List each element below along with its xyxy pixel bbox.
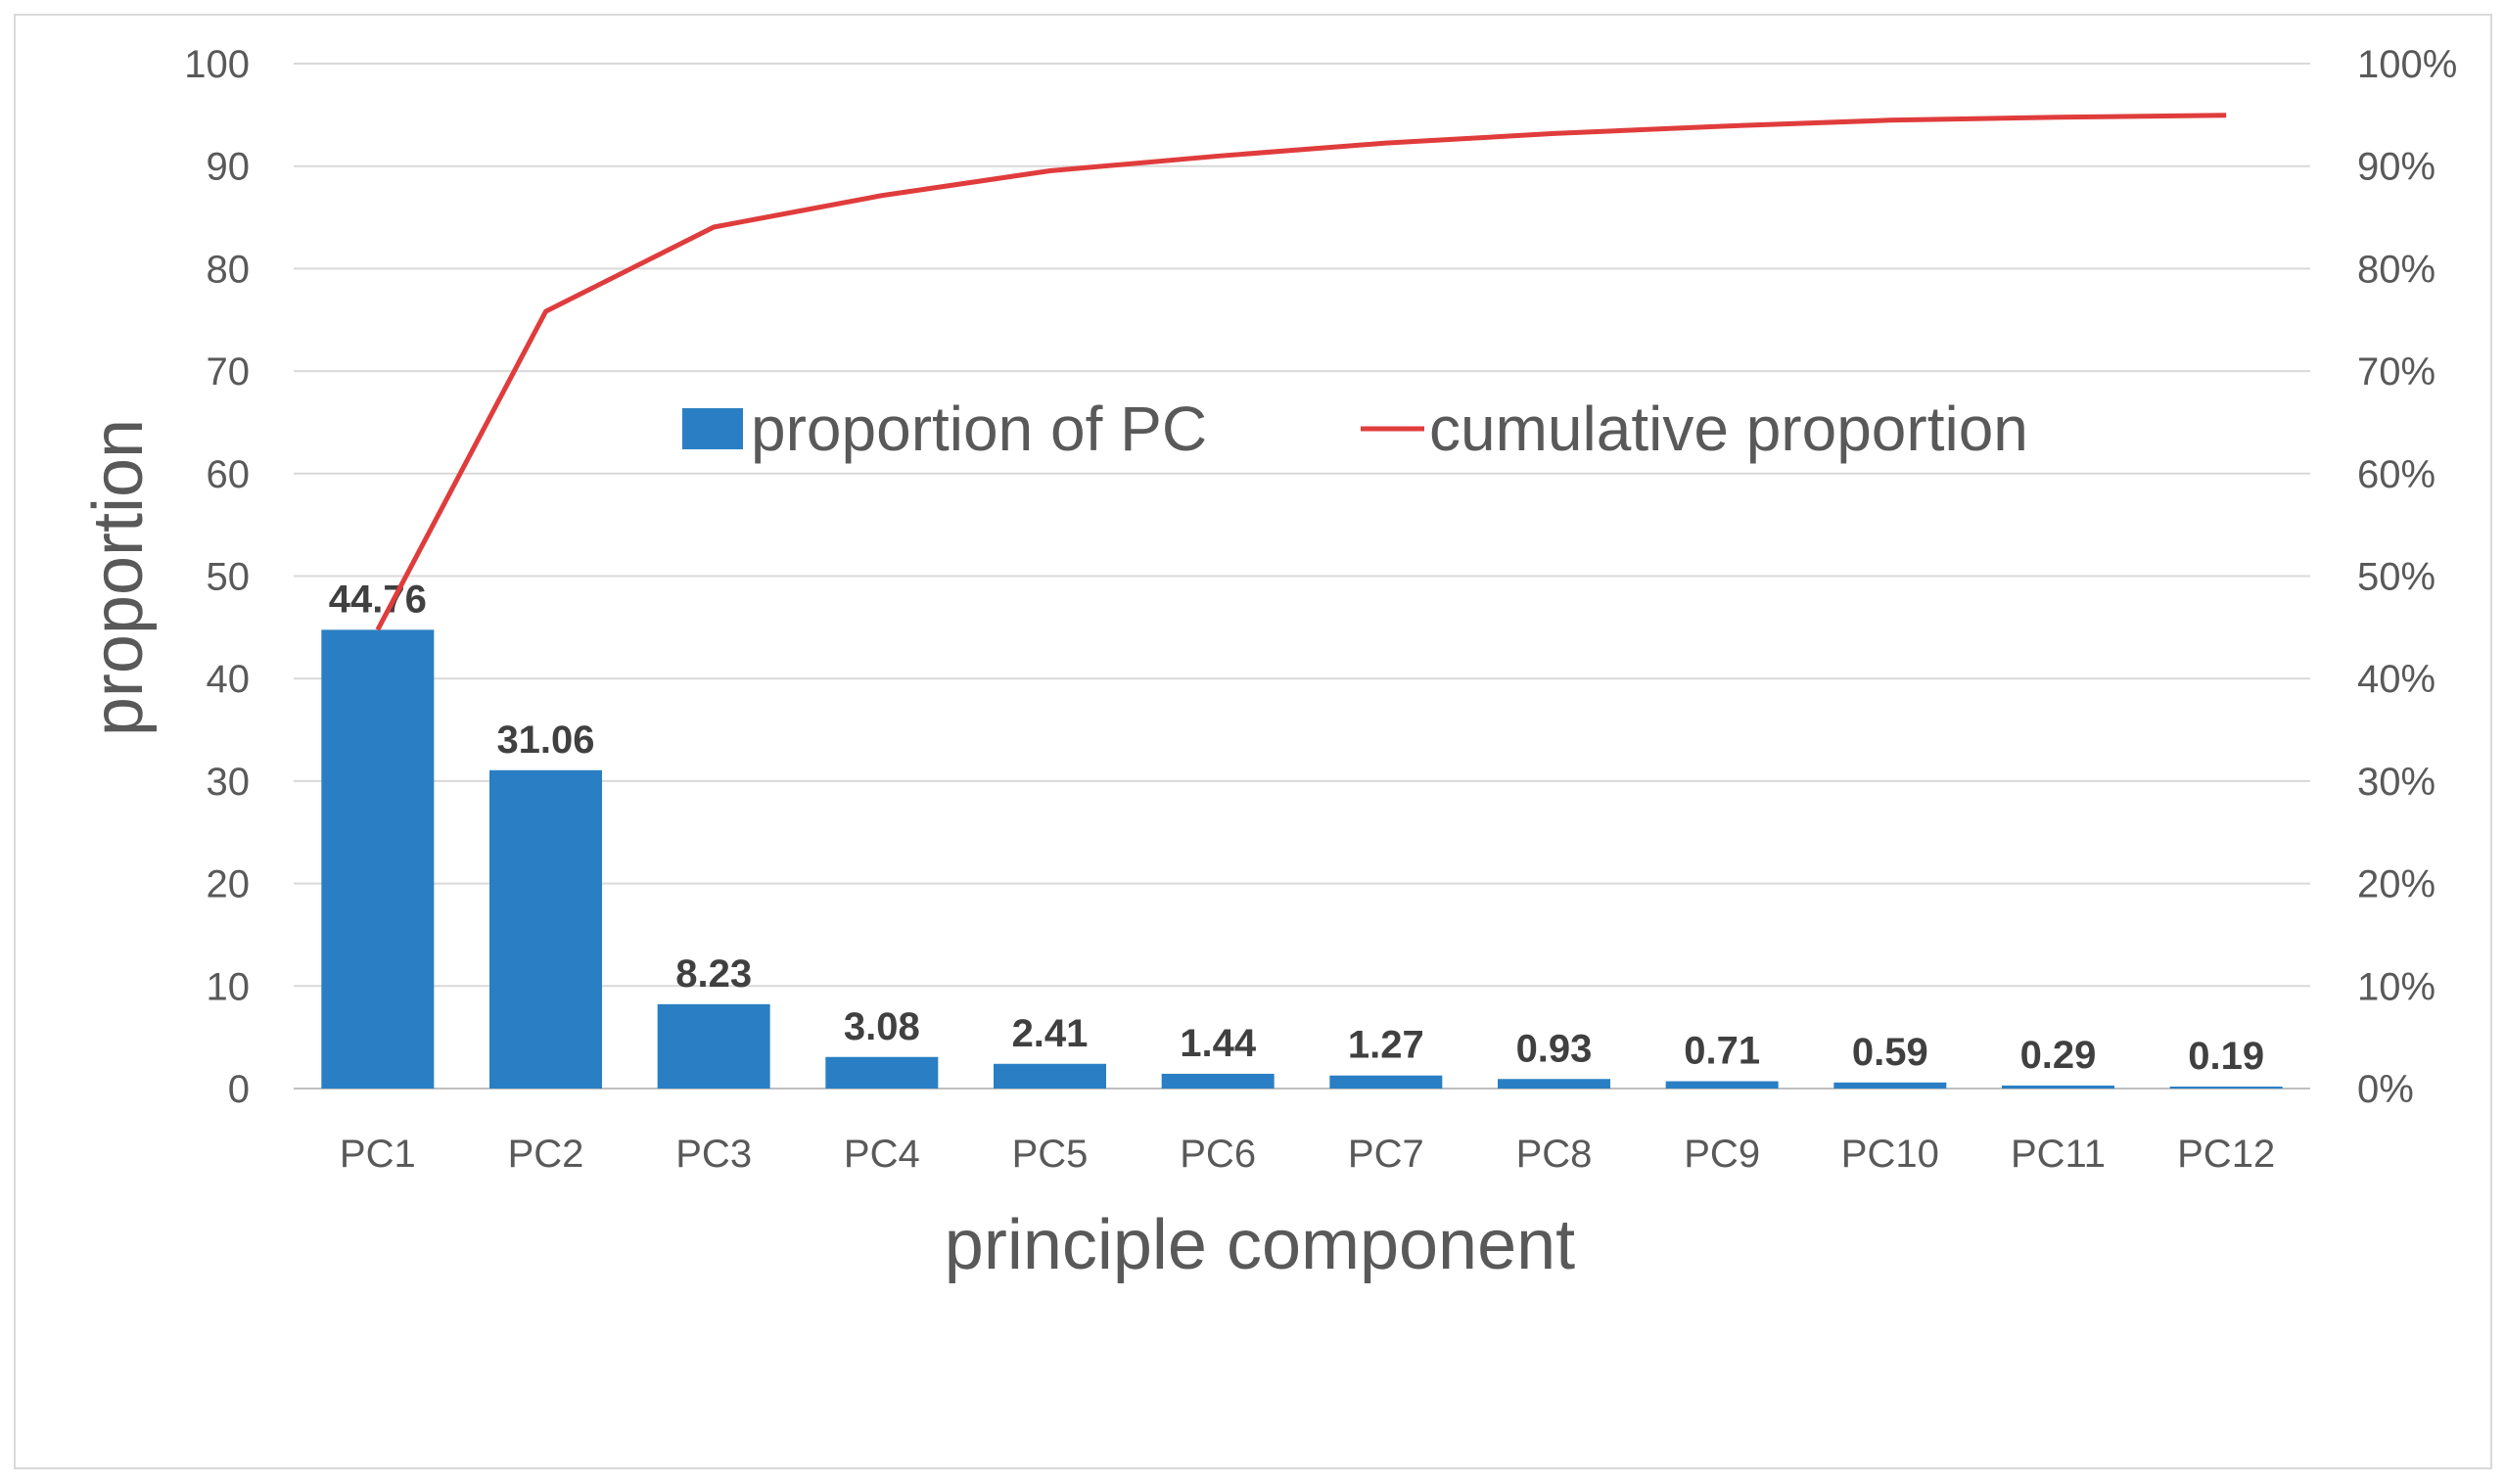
y2-tick-label: 80%	[2357, 248, 2435, 291]
bar	[489, 769, 602, 1089]
bar	[657, 1003, 770, 1089]
x-tick-label: PC4	[844, 1133, 920, 1176]
bar-data-label: 2.41	[1012, 1012, 1089, 1055]
bar-data-labels: 44.76 31.06 8.23 3.08 2.41 1.44 1.27 0.93 0.71 0.…	[329, 578, 2264, 1078]
y-tick-label: 50	[207, 556, 251, 599]
bar-data-label: 0.93	[1516, 1027, 1593, 1070]
bar-data-label: 0.29	[2020, 1034, 2097, 1077]
y-tick-label: 20	[207, 863, 251, 906]
x-tick-label: PC1	[340, 1133, 416, 1176]
left-axis-ticks: 0 10 20 30 40 50 60 70 80 90 100	[184, 43, 250, 1111]
bar	[2169, 1087, 2283, 1089]
bar	[1665, 1081, 1779, 1089]
x-tick-label: PC11	[2011, 1133, 2106, 1176]
y-tick-label: 70	[207, 350, 251, 394]
y2-tick-label: 30%	[2357, 761, 2435, 804]
x-tick-label: PC9	[1684, 1133, 1760, 1176]
y2-tick-label: 90%	[2357, 146, 2435, 189]
bar-data-label: 44.76	[329, 578, 427, 621]
y2-tick-label: 50%	[2357, 556, 2435, 599]
bar	[1498, 1079, 1610, 1089]
legend-swatch-bar	[682, 408, 743, 449]
y-tick-label: 10	[207, 965, 251, 1008]
bar	[321, 629, 435, 1089]
y-tick-label: 90	[207, 146, 251, 189]
bar-data-label: 3.08	[844, 1005, 920, 1048]
bar	[994, 1063, 1106, 1089]
x-tick-label: PC6	[1180, 1133, 1256, 1176]
bar-data-label: 31.06	[496, 719, 594, 762]
bar-series	[321, 629, 2283, 1089]
bar	[1833, 1082, 1947, 1089]
y2-tick-label: 70%	[2357, 350, 2435, 394]
x-tick-label: PC10	[1841, 1133, 1939, 1176]
x-axis-title: principle component	[945, 1206, 1575, 1284]
y2-tick-label: 10%	[2357, 965, 2435, 1008]
y-tick-label: 100	[184, 43, 250, 86]
x-tick-label: PC8	[1516, 1133, 1593, 1176]
bar-data-label: 1.44	[1180, 1022, 1257, 1065]
legend-label-line: cumulative proportion	[1429, 394, 2028, 464]
y-tick-label: 0	[228, 1068, 250, 1111]
right-axis-ticks: 0% 10% 20% 30% 40% 50% 60% 70% 80% 90% 100%	[2357, 43, 2457, 1111]
y2-tick-label: 0%	[2357, 1068, 2414, 1111]
y-axis-title: proportion	[79, 419, 158, 736]
bar-data-label: 0.59	[1852, 1031, 1928, 1074]
category-labels: PC1 PC2 PC3 PC4 PC5 PC6 PC7 PC8 PC9 PC10 PC11 PC12	[340, 1133, 2275, 1176]
bar	[825, 1056, 939, 1089]
x-tick-label: PC12	[2177, 1133, 2275, 1176]
y-tick-label: 30	[207, 761, 251, 804]
cumulative-line	[375, 113, 2227, 631]
legend-label-bar: proportion of PC	[751, 394, 1207, 464]
x-tick-label: PC2	[508, 1133, 584, 1176]
bar-data-label: 1.27	[1348, 1024, 1424, 1067]
y-tick-label: 40	[207, 658, 251, 701]
bar	[2002, 1085, 2114, 1089]
bar-data-label: 0.19	[2188, 1035, 2264, 1078]
y2-tick-label: 60%	[2357, 453, 2435, 496]
x-tick-label: PC3	[675, 1133, 752, 1176]
bar	[1329, 1075, 1443, 1089]
legend: proportion of PC cumulative proportion	[682, 394, 2028, 464]
y2-tick-label: 40%	[2357, 658, 2435, 701]
x-tick-label: PC5	[1012, 1133, 1089, 1176]
y-tick-label: 80	[207, 248, 251, 291]
line-series	[375, 113, 2227, 631]
x-tick-label: PC7	[1348, 1133, 1424, 1176]
bar-data-label: 0.71	[1684, 1030, 1760, 1073]
y2-tick-label: 20%	[2357, 863, 2435, 906]
y2-tick-label: 100%	[2357, 43, 2457, 86]
bar	[1161, 1073, 1275, 1089]
y-tick-label: 60	[207, 453, 251, 496]
bar-data-label: 8.23	[675, 952, 752, 996]
